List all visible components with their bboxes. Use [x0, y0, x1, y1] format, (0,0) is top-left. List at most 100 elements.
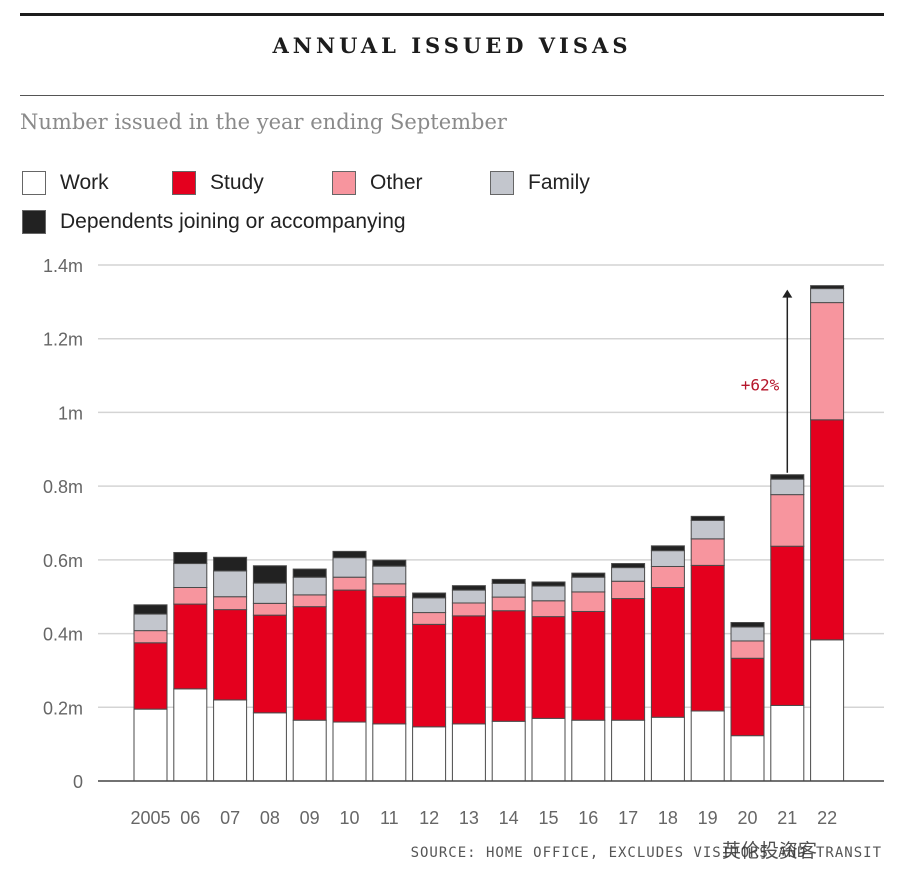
- y-tick-label: 0.8m: [43, 477, 83, 497]
- bar-segment: [571, 576, 606, 593]
- bar-segment: [412, 597, 447, 614]
- bar-segment: [252, 614, 287, 714]
- bar-segment: [173, 603, 208, 690]
- bar-segment: [650, 716, 685, 782]
- bar-segment: [372, 596, 407, 725]
- bar-segment: [491, 720, 526, 782]
- legend-swatch-other: [332, 171, 356, 195]
- chart-title: ANNUAL ISSUED VISAS: [272, 33, 632, 58]
- bar-segment: [372, 565, 407, 585]
- legend-item-family: Family: [490, 171, 590, 195]
- bar-segment: [690, 538, 725, 566]
- bar-segment: [531, 600, 566, 618]
- bar-segment: [332, 576, 367, 591]
- bar-segment: [252, 565, 287, 584]
- bar-segment: [810, 288, 845, 304]
- bar-segment: [292, 576, 327, 596]
- x-tick-label: 09: [300, 808, 320, 828]
- bar-segment: [332, 550, 367, 559]
- y-tick-label: 1.4m: [43, 256, 83, 276]
- bar-segment: [730, 657, 765, 737]
- x-tick-label: 14: [499, 808, 519, 828]
- x-tick-label: 08: [260, 808, 280, 828]
- stacked-bar-chart: 0 0.2m 0.4m 0.6m 0.8m 1m 1.2m 1.4m 2005 06 07 08 09 1…: [43, 256, 884, 828]
- bar-segment: [412, 612, 447, 625]
- y-tick-label: 0: [73, 772, 83, 792]
- bar-segment: [690, 515, 725, 521]
- bar-segment: [730, 735, 765, 782]
- legend-swatch-family: [490, 171, 514, 195]
- bar-segment: [133, 604, 168, 615]
- bar-segment: [770, 545, 805, 706]
- bar-segment: [690, 564, 725, 712]
- bar-segment: [332, 557, 367, 578]
- x-tick-label: 06: [180, 808, 200, 828]
- bar-segment: [491, 596, 526, 612]
- x-tick-label: 18: [658, 808, 678, 828]
- top-rule: [20, 13, 884, 16]
- legend-swatch-study: [172, 171, 196, 195]
- bar-segment: [252, 712, 287, 782]
- bar-segment: [571, 572, 606, 578]
- chart-subtitle: Number issued in the year ending Septemb…: [20, 110, 507, 134]
- bar-segment: [730, 622, 765, 628]
- legend-swatch-work: [22, 171, 46, 195]
- x-tick-label: 07: [220, 808, 240, 828]
- legend-label-family: Family: [528, 171, 590, 194]
- bar-segment: [372, 583, 407, 598]
- growth-arrow-head: [782, 289, 793, 298]
- bar-segment: [810, 419, 845, 641]
- y-tick-label: 0.2m: [43, 698, 83, 718]
- bar-segment: [213, 699, 248, 782]
- bar-segment: [611, 563, 646, 569]
- bar-segment: [173, 587, 208, 605]
- legend-label-dependents: Dependents joining or accompanying: [60, 210, 406, 233]
- bar-segment: [810, 285, 845, 290]
- bar-segment: [770, 704, 805, 782]
- bar-segment: [332, 589, 367, 723]
- x-tick-label: 12: [419, 808, 439, 828]
- bar-segment: [770, 478, 805, 496]
- bar-segment: [252, 582, 287, 604]
- bar-segment: [173, 563, 208, 588]
- bar-segment: [611, 598, 646, 721]
- x-tick-label: 13: [459, 808, 479, 828]
- bar-segment: [213, 596, 248, 611]
- x-tick-label: 20: [737, 808, 757, 828]
- bar-segment: [292, 568, 327, 578]
- y-tick-label: 1m: [58, 403, 83, 423]
- bar-segment: [611, 580, 646, 600]
- y-tick-label: 1.2m: [43, 330, 83, 350]
- bar-segment: [213, 570, 248, 598]
- x-tick-label: 21: [777, 808, 797, 828]
- bar-segment: [412, 623, 447, 728]
- source-note: SOURCE: HOME OFFICE, EXCLUDES VISITORS A…: [410, 845, 882, 861]
- x-tick-label: 2005: [130, 808, 170, 828]
- bar-segment: [730, 626, 765, 642]
- bar-segment: [491, 582, 526, 598]
- bar-segment: [412, 726, 447, 782]
- x-tick-label: 11: [380, 808, 399, 828]
- bar-segment: [292, 594, 327, 608]
- legend-label-work: Work: [60, 171, 109, 194]
- bar-segment: [531, 717, 566, 782]
- bar-segment: [451, 589, 486, 604]
- bar-segment: [650, 550, 685, 567]
- bar-segment: [332, 721, 367, 782]
- y-tick-label: 0.4m: [43, 625, 83, 645]
- bar-segment: [372, 559, 407, 567]
- x-tick-label: 22: [817, 808, 837, 828]
- bar-segment: [571, 610, 606, 721]
- bar-segment: [531, 585, 566, 602]
- bar-segment: [133, 642, 168, 710]
- legend-swatch-dependents: [22, 210, 46, 234]
- bar-segment: [213, 556, 248, 572]
- bar-segment: [292, 606, 327, 721]
- bar-segment: [491, 578, 526, 584]
- bar-segment: [531, 616, 566, 719]
- bar-segment: [491, 610, 526, 722]
- bar-segment: [690, 710, 725, 782]
- legend-label-other: Other: [370, 171, 423, 194]
- bar-segment: [611, 719, 646, 782]
- bar-segment: [690, 519, 725, 540]
